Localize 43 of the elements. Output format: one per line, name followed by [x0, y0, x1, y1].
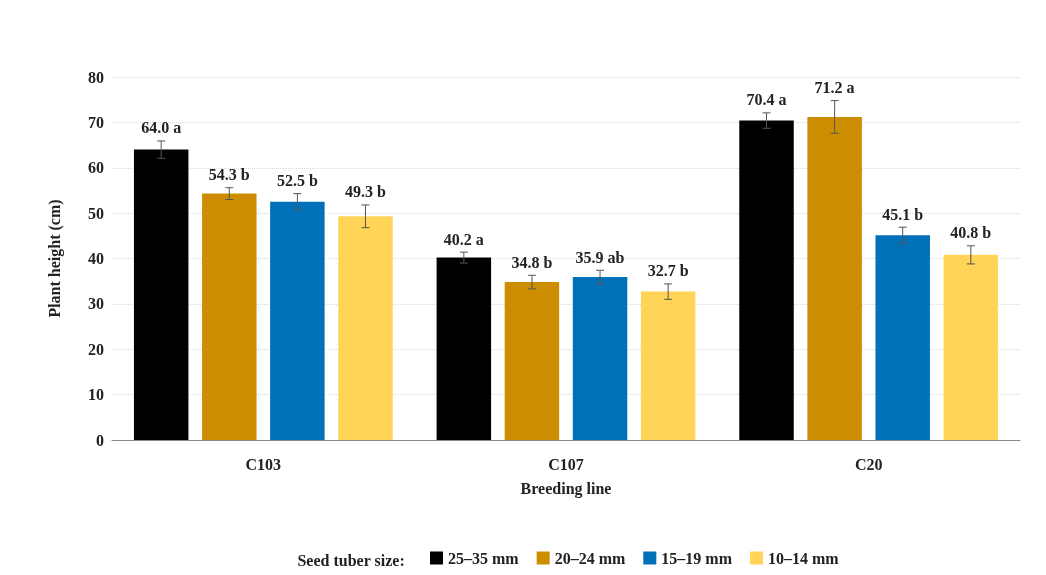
y-tick-label: 0 [96, 431, 104, 449]
data-label: 49.3 b [345, 183, 387, 201]
bar [202, 193, 257, 440]
y-tick-label: 30 [88, 295, 104, 313]
bar [133, 149, 189, 440]
y-tick-label: 20 [88, 340, 104, 358]
bar [504, 282, 560, 440]
bar [338, 216, 393, 440]
bar [739, 120, 794, 440]
bar [943, 254, 999, 440]
x-tick-label: C20 [854, 455, 883, 473]
legend-label: 15–19 mm [661, 549, 733, 567]
y-axis-title: Plant height (cm) [45, 199, 64, 318]
bar [875, 235, 930, 440]
data-label: 52.5 b [276, 172, 318, 190]
data-label: 45.1 b [882, 205, 924, 223]
y-tick-label: 70 [88, 113, 104, 131]
x-axis-title: Breeding line [520, 479, 612, 498]
legend-title: Seed tuber size: [297, 551, 405, 569]
data-label: 40.2 a [443, 230, 484, 248]
data-label: 54.3 b [208, 166, 250, 184]
bar [572, 277, 628, 440]
y-tick-label: 50 [88, 204, 104, 222]
data-label: 70.4 a [746, 91, 787, 109]
y-tick-label: 60 [88, 159, 104, 177]
bar [270, 201, 325, 440]
data-label: 34.8 b [511, 253, 553, 271]
legend-label: 25–35 mm [448, 549, 520, 567]
x-tick-label: C103 [245, 455, 282, 473]
data-label: 35.9 ab [575, 248, 625, 266]
data-label: 64.0 a [141, 119, 182, 137]
data-label: 40.8 b [950, 224, 992, 242]
data-label: 32.7 b [647, 262, 689, 280]
legend-label: 10–14 mm [767, 549, 840, 567]
x-tick-label: C107 [548, 455, 584, 473]
y-tick-label: 10 [88, 386, 104, 404]
y-tick-label: 80 [88, 68, 104, 86]
bar [640, 291, 696, 440]
bar [807, 116, 862, 440]
legend-label: 20–24 mm [554, 549, 626, 567]
data-label: 71.2 a [814, 79, 855, 97]
y-tick-label: 40 [88, 250, 104, 267]
bar [436, 257, 492, 440]
